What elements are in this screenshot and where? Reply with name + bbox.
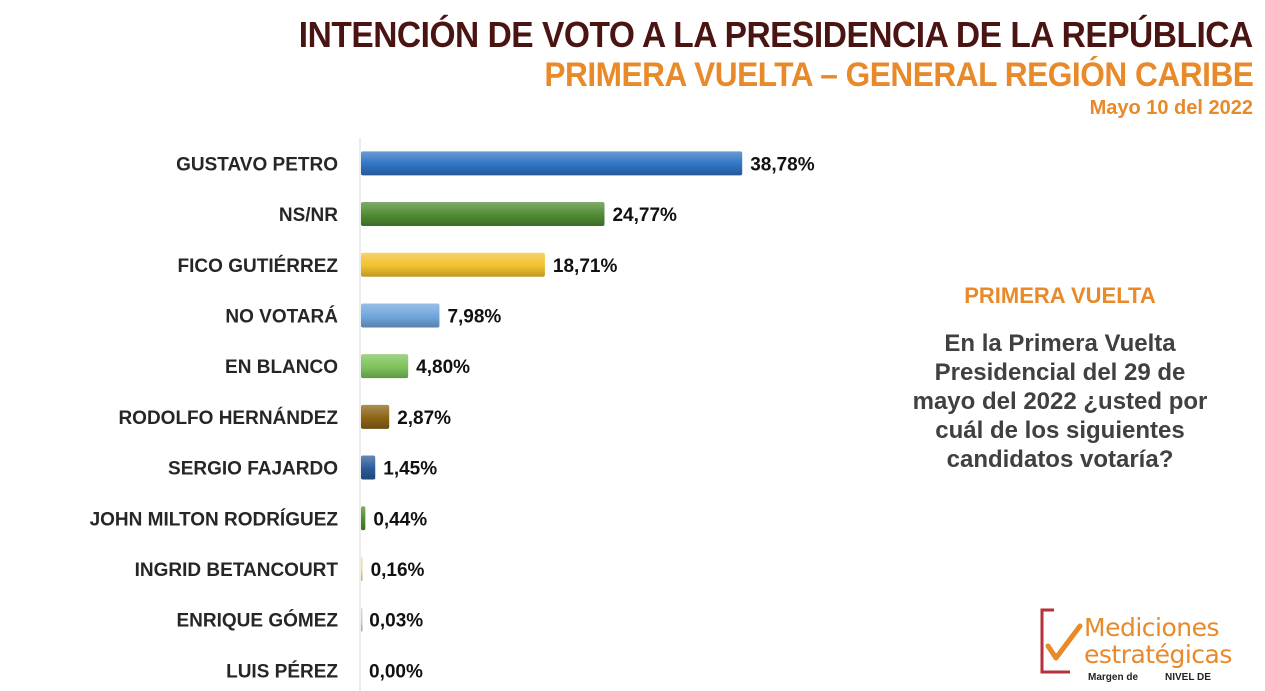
side-panel-heading: PRIMERA VUELTA — [964, 283, 1156, 308]
data-label: 0,44% — [373, 509, 427, 530]
bar — [361, 556, 363, 581]
category-label: JOHN MILTON RODRÍGUEZ — [90, 508, 339, 530]
data-label: 0,03% — [369, 611, 423, 632]
chart-subtitle: PRIMERA VUELTA – GENERAL REGIÓN CARIBE — [543, 56, 1254, 94]
data-label: 18,71% — [553, 256, 618, 277]
chart-title: INTENCIÓN DE VOTO A LA PRESIDENCIA DE LA… — [299, 14, 1253, 55]
data-label: 7,98% — [447, 306, 501, 327]
bar-chart: GUSTAVO PETRO 38,78% NS/NR 24,77% FICO GUTIÉ… — [90, 138, 815, 691]
bar — [361, 404, 390, 429]
company-logo: Mediciones estratégicas Margen de NIVEL … — [1040, 608, 1260, 691]
logo-footnote-margin: Margen de — [1088, 672, 1139, 683]
category-label: SERGIO FAJARDO — [168, 459, 338, 480]
category-label: RODOLFO HERNÁNDEZ — [118, 407, 338, 429]
bar — [361, 151, 743, 176]
bar — [361, 455, 376, 480]
data-label: 0,00% — [369, 661, 423, 682]
data-label: 2,87% — [397, 408, 451, 429]
logo-line-1: Mediciones — [1084, 613, 1220, 642]
logo-footnote-level: NIVEL DE — [1165, 672, 1211, 683]
data-label: 38,78% — [750, 154, 815, 175]
category-label: GUSTAVO PETRO — [176, 154, 338, 175]
data-label: 4,80% — [416, 357, 470, 378]
checkmark-logo-icon — [1040, 608, 1083, 674]
category-label: NS/NR — [279, 205, 338, 226]
bar — [361, 506, 366, 531]
category-label: EN BLANCO — [225, 357, 338, 378]
category-label: NO VOTARÁ — [225, 305, 338, 327]
logo-line-2: estratégicas — [1084, 640, 1232, 669]
data-label: 1,45% — [383, 459, 437, 480]
bar — [361, 607, 363, 632]
bar — [361, 354, 409, 379]
bar — [361, 202, 605, 227]
bar — [361, 303, 440, 328]
category-label: LUIS PÉREZ — [226, 660, 338, 682]
category-label: ENRIQUE GÓMEZ — [176, 610, 338, 632]
category-label: INGRID BETANCOURT — [135, 560, 339, 581]
data-label: 24,77% — [612, 205, 677, 226]
bar — [361, 252, 545, 277]
side-panel-question: En la Primera Vuelta Presidencial del 29… — [912, 330, 1208, 473]
logo-wordmark: Mediciones estratégicas — [1084, 614, 1232, 668]
category-label: FICO GUTIÉRREZ — [178, 255, 339, 277]
chart-date: Mayo 10 del 2022 — [1089, 97, 1253, 119]
data-label: 0,16% — [371, 560, 425, 581]
